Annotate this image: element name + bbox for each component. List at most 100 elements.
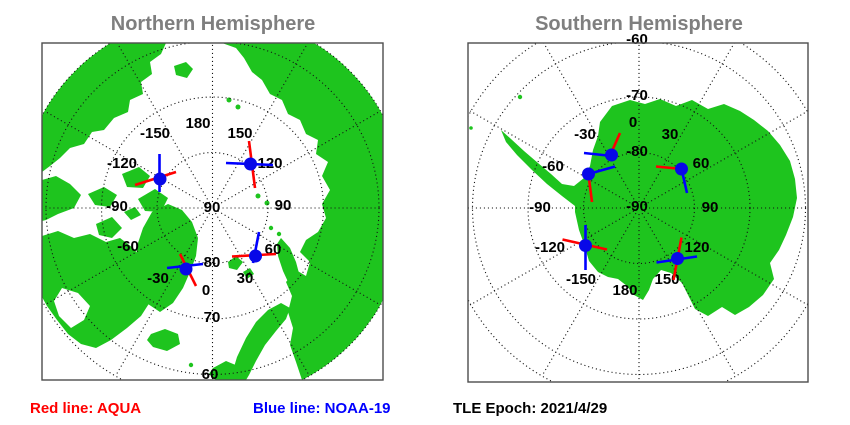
nh-meridian-30 xyxy=(215,212,310,377)
satellite-dot xyxy=(605,148,618,162)
landmass-siberia-russia xyxy=(222,43,383,380)
island-wrangel xyxy=(174,62,193,78)
island-franz-josef-1 xyxy=(268,225,274,231)
nh-meridian-150 xyxy=(215,43,309,204)
north-map-frame xyxy=(41,42,384,381)
legend-aqua: Red line: AQUA xyxy=(30,400,142,417)
nh-meridian-120 xyxy=(217,110,381,206)
satellite-dot xyxy=(675,162,688,176)
sh-lon-label-m60: -60 xyxy=(542,158,564,175)
satellite-marker xyxy=(655,162,689,194)
north-graticule xyxy=(42,43,383,380)
island-svalbard-2 xyxy=(243,268,254,279)
landmass-alaska-yukon xyxy=(42,43,166,172)
satellite-marker xyxy=(134,154,177,192)
island-arctic-3 xyxy=(124,207,141,220)
satellite-marker xyxy=(562,225,608,270)
sh-lon-label-90: 90 xyxy=(702,199,719,216)
north-map-title: Northern Hemisphere xyxy=(110,13,316,35)
sh-lon-label-m90: -90 xyxy=(529,199,551,216)
satellite-marker xyxy=(656,237,698,281)
sh-meridian-m30 xyxy=(543,43,637,204)
satellite-dot xyxy=(671,252,684,265)
satellite-marker xyxy=(166,253,204,287)
nh-pole-label: 90 xyxy=(204,199,221,216)
south-map xyxy=(468,43,808,382)
island-arctic-1 xyxy=(88,187,117,207)
sh-lat-ring-80 xyxy=(582,151,696,265)
satellite-marker xyxy=(582,165,616,203)
nh-lat-label-70: 70 xyxy=(204,309,221,326)
satellite-dot xyxy=(582,167,595,181)
nh-meridian-m150 xyxy=(116,43,210,204)
island-svalbard xyxy=(228,256,243,270)
hudson-bay xyxy=(54,288,90,328)
sh-lon-label-m120: -120 xyxy=(535,239,565,256)
sh-lon-label-30: 30 xyxy=(662,126,679,143)
satellite-dot xyxy=(153,172,167,186)
satellite-dot xyxy=(179,262,193,276)
island-new-siberian-2 xyxy=(235,104,241,110)
nh-lon-label-m30: -30 xyxy=(147,270,169,287)
legend-tle-epoch: TLE Epoch: 2021/4/29 xyxy=(453,400,608,417)
nh-meridian-60 xyxy=(217,210,381,306)
satellite-marker xyxy=(225,140,274,189)
satellite-dot xyxy=(244,157,257,171)
nh-lon-label-0: 0 xyxy=(202,282,210,299)
satellite-marker xyxy=(231,231,277,264)
island-ellesmere xyxy=(138,189,168,212)
landmass-greenland xyxy=(136,204,198,312)
sh-lon-label-m30: -30 xyxy=(574,126,596,143)
sh-meridian-30 xyxy=(641,43,735,204)
south-map-title: Southern Hemisphere xyxy=(535,13,743,35)
nh-lon-label-180: 180 xyxy=(185,115,210,132)
sh-lon-label-0: 0 xyxy=(629,114,637,131)
island-faroe xyxy=(188,362,194,368)
nh-lat-ring-80 xyxy=(156,151,269,265)
nh-lat-label-80: 80 xyxy=(204,254,221,271)
north-satellite-markers xyxy=(134,140,277,287)
sh-pole-label: -90 xyxy=(626,198,648,215)
sh-lon-label-180: 180 xyxy=(612,282,637,299)
sh-lon-label-60: 60 xyxy=(693,155,710,172)
nh-lon-label-150: 150 xyxy=(227,125,252,142)
island-south-shetland xyxy=(517,94,523,100)
nh-lon-label-30: 30 xyxy=(237,270,254,287)
south-graticule xyxy=(468,43,808,382)
nh-lon-label-120: 120 xyxy=(257,155,282,172)
nh-lon-label-m150: -150 xyxy=(140,125,170,142)
south-labels: 0 30 -30 60 -60 90 -90 120 -120 150 -150… xyxy=(529,31,718,299)
sh-lat-label-70: -70 xyxy=(626,87,648,104)
nh-lat-label-60: 60 xyxy=(202,366,219,383)
landmass-nwt-coast xyxy=(42,176,81,221)
nh-lon-label-90: 90 xyxy=(275,197,292,214)
satellite-dot xyxy=(249,249,262,263)
island-severnaya-1 xyxy=(255,193,261,199)
island-antarctic-small xyxy=(469,126,473,130)
south-map-frame xyxy=(467,42,809,383)
satellite-marker xyxy=(583,132,622,162)
island-franz-josef-2 xyxy=(276,231,282,237)
island-banks xyxy=(96,217,122,238)
sh-meridian-150 xyxy=(641,212,737,377)
island-novaya-zemlya xyxy=(277,238,300,290)
nh-meridian-m120 xyxy=(44,110,208,206)
sh-meridian-m150 xyxy=(541,212,637,377)
landmass-scandinavia xyxy=(231,303,290,380)
sh-lat-label-80: -80 xyxy=(626,143,648,160)
sh-lat-label-60: -60 xyxy=(626,31,648,48)
legend-noaa: Blue line: NOAA-19 xyxy=(253,400,391,417)
island-iceland xyxy=(147,329,180,351)
nh-meridian-m60 xyxy=(44,210,208,306)
sh-lon-label-120: 120 xyxy=(684,239,709,256)
nh-lon-label-m120: -120 xyxy=(107,155,137,172)
nh-meridian-m30 xyxy=(115,212,210,377)
island-severnaya-2 xyxy=(264,200,270,206)
sh-lon-label-m150: -150 xyxy=(566,271,596,288)
south-satellite-markers xyxy=(562,132,698,281)
satellite-dot xyxy=(579,239,592,252)
nh-lon-label-m90: -90 xyxy=(106,198,128,215)
nh-lon-label-m60: -60 xyxy=(117,238,139,255)
